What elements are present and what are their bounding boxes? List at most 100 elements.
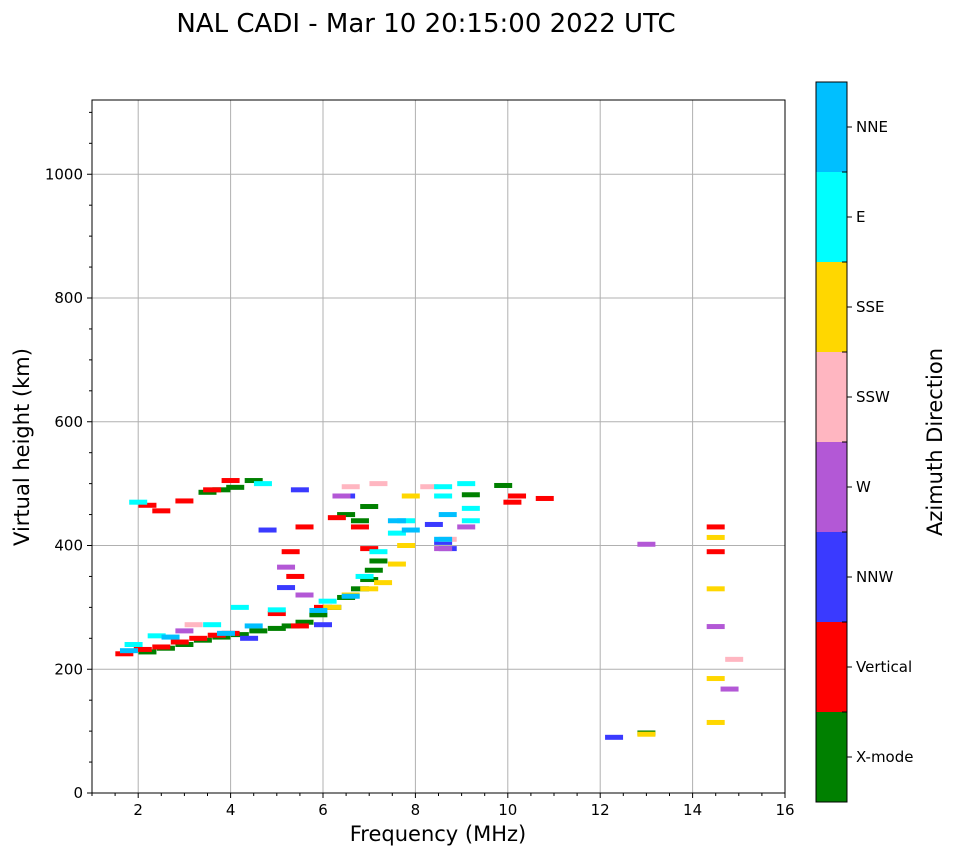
data-point (706, 524, 725, 530)
data-point (350, 518, 369, 524)
data-point (290, 487, 309, 493)
data-point (295, 619, 314, 625)
data-point (152, 508, 171, 514)
data-point (461, 492, 480, 498)
chart-title: NAL CADI - Mar 10 20:15:00 2022 UTC (176, 9, 675, 39)
data-point (360, 577, 379, 583)
data-point (277, 564, 296, 570)
data-point (184, 622, 203, 628)
x-tick-label: 6 (318, 801, 328, 819)
data-point (281, 623, 300, 629)
data-point (244, 623, 263, 629)
data-point (438, 512, 457, 518)
data-point (360, 586, 379, 592)
colorbar-segment (816, 262, 847, 352)
y-tick-label: 400 (54, 537, 83, 555)
y-axis-label: Virtual height (km) (10, 348, 34, 546)
data-point (725, 656, 744, 662)
data-point (369, 481, 388, 487)
data-point (341, 593, 360, 599)
x-tick-label: 12 (591, 801, 610, 819)
x-tick-label: 2 (133, 801, 143, 819)
data-point (290, 623, 309, 629)
data-point (424, 521, 443, 527)
colorbar-segment (816, 352, 847, 442)
series-e (124, 481, 480, 647)
data-point (706, 676, 725, 682)
data-point (309, 612, 328, 618)
data-point (397, 518, 416, 524)
data-point (350, 586, 369, 592)
series-x-mode (138, 478, 656, 736)
data-point (503, 499, 522, 505)
colorbar-label: X-mode (856, 748, 913, 766)
colorbar-segment (816, 622, 847, 712)
data-point (637, 541, 656, 547)
data-point (286, 573, 305, 579)
data-point (216, 630, 235, 636)
data-point (341, 484, 360, 490)
grid (92, 100, 786, 794)
data-point (706, 586, 725, 592)
data-point (327, 515, 346, 521)
data-point (387, 530, 406, 536)
colorbar-label: E (856, 208, 865, 226)
colorbar-segment (816, 82, 847, 172)
data-point (309, 607, 328, 613)
data-point (457, 524, 476, 530)
data-point (360, 546, 379, 552)
data-point (434, 484, 453, 490)
data-point (332, 493, 351, 499)
data-point (253, 481, 272, 487)
data-point (535, 495, 554, 501)
x-tick-label: 10 (498, 801, 517, 819)
data-point (133, 646, 152, 652)
data-point (508, 493, 527, 499)
data-point (369, 549, 388, 555)
data-point (706, 534, 725, 540)
data-point (323, 604, 342, 610)
data-point (374, 580, 393, 586)
x-tick-label: 8 (411, 801, 421, 819)
data-point (175, 498, 194, 504)
data-point (281, 549, 300, 555)
data-point (387, 518, 406, 524)
data-point (397, 543, 416, 548)
colorbar-label: W (856, 478, 871, 496)
data-point (244, 478, 263, 484)
plot-frame (91, 99, 786, 794)
data-point (360, 504, 379, 510)
colorbar-label: NNW (856, 568, 893, 586)
data-point (161, 634, 180, 640)
x-tick-label: 16 (775, 801, 794, 819)
data-point (318, 598, 337, 604)
data-point (277, 585, 296, 591)
data-point (434, 539, 453, 545)
data-point (189, 635, 208, 641)
data-point (720, 686, 739, 692)
data-point (203, 622, 222, 628)
data-point (706, 624, 725, 630)
data-point (115, 651, 134, 657)
colorbar-segment (816, 442, 847, 532)
y-tick-label: 600 (54, 413, 83, 431)
data-point (434, 546, 453, 552)
data-point (221, 478, 240, 484)
data-point (267, 607, 286, 613)
x-tick-label: 14 (683, 801, 702, 819)
data-point (434, 493, 453, 499)
x-tick-label: 4 (226, 801, 236, 819)
colorbar-title: Azimuth Direction (923, 348, 947, 536)
data-point (203, 487, 222, 493)
data-point (175, 628, 194, 634)
data-point (230, 604, 249, 610)
data-points (115, 478, 744, 740)
colorbar-segment (816, 172, 847, 262)
data-point (461, 518, 480, 524)
y-axis-ticks: 0 200 400 600 800 1000 (45, 111, 92, 802)
x-axis-ticks: 2 4 6 8 10 12 14 16 (91, 793, 795, 819)
colorbar-frame (815, 81, 848, 803)
data-point (401, 493, 420, 499)
data-point (124, 642, 143, 647)
data-point (494, 482, 513, 488)
